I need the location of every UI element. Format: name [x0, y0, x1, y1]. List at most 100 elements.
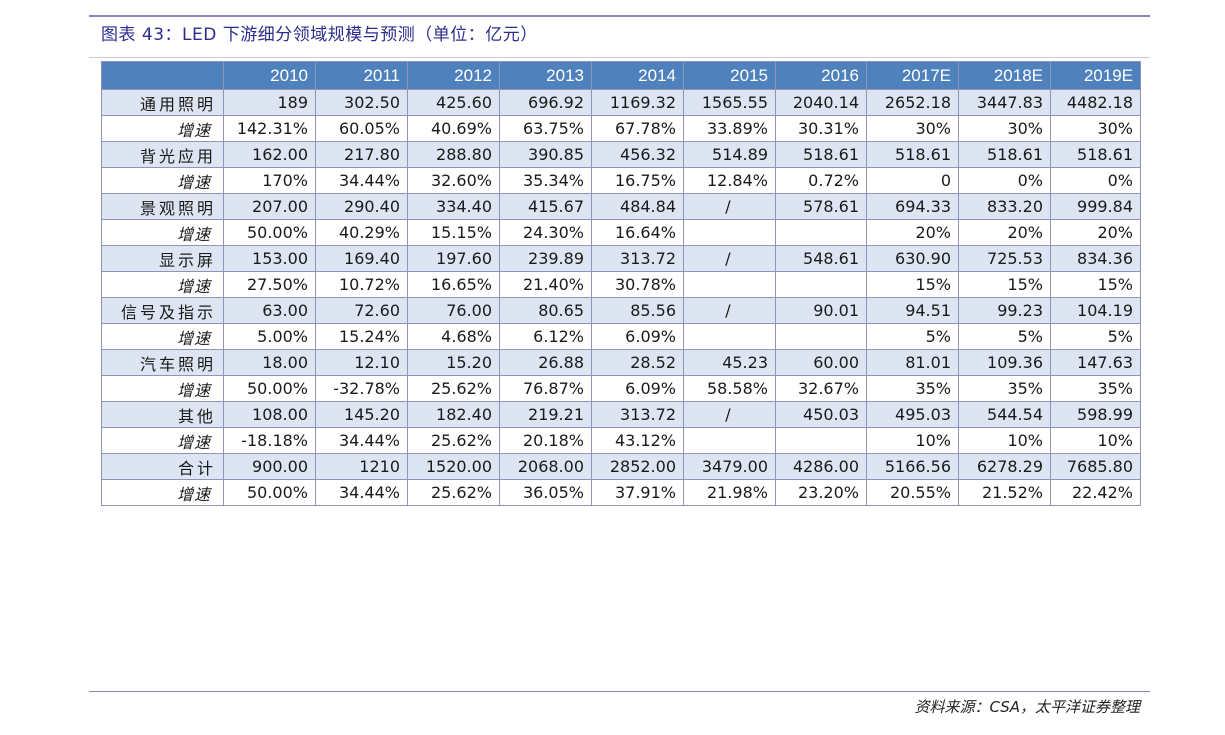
table-cell: 35% — [1050, 375, 1141, 402]
table-cell: 0% — [958, 167, 1051, 194]
table-cell: 20.18% — [499, 427, 592, 454]
table-cell: 518.61 — [866, 141, 959, 168]
table-cell: 109.36 — [958, 349, 1051, 376]
growth-row: 增速 50.00% 34.44% 25.62% 36.05% 37.91% 21.98% 23… — [101, 479, 1141, 506]
table-cell: 4.68% — [407, 323, 500, 350]
table-cell: 12.84% — [683, 167, 776, 194]
table-cell: 514.89 — [683, 141, 776, 168]
table-cell — [775, 271, 867, 298]
table-cell: 456.32 — [591, 141, 684, 168]
table-cell: 33.89% — [683, 115, 776, 142]
table-cell — [683, 219, 776, 246]
table-cell: 4482.18 — [1050, 89, 1141, 116]
table-cell: 450.03 — [775, 401, 867, 428]
table-cell: 45.23 — [683, 349, 776, 376]
table-cell: / — [683, 245, 776, 272]
table-cell: 50.00% — [223, 375, 316, 402]
table-cell: 598.99 — [1050, 401, 1141, 428]
table-cell: 16.75% — [591, 167, 684, 194]
growth-row: 增速 142.31% 60.05% 40.69% 63.75% 67.78% 33.89% 3… — [101, 115, 1141, 142]
table-cell: 15% — [866, 271, 959, 298]
table-row: 汽车照明 18.00 12.10 15.20 26.88 28.52 45.23 60.00 8… — [101, 349, 1141, 376]
table-cell: 833.20 — [958, 193, 1051, 220]
title-rule — [89, 57, 1150, 58]
table-cell — [683, 323, 776, 350]
table-cell — [775, 219, 867, 246]
column-header: 2013 — [499, 61, 592, 90]
table-cell: 108.00 — [223, 401, 316, 428]
table-cell: 5% — [1050, 323, 1141, 350]
table-cell: 35% — [958, 375, 1051, 402]
table-cell: 3479.00 — [683, 453, 776, 480]
column-header: 2011 — [315, 61, 408, 90]
table-cell: 30.78% — [591, 271, 684, 298]
table-cell: 10.72% — [315, 271, 408, 298]
table-cell: 6.12% — [499, 323, 592, 350]
source-note: 资料来源：CSA，太平洋证券整理 — [914, 698, 1140, 716]
table-row: 通用照明 189 302.50 425.60 696.92 1169.32 1565.55 2… — [101, 89, 1141, 116]
table-cell: 15% — [958, 271, 1051, 298]
table-cell: 60.05% — [315, 115, 408, 142]
table-cell: 696.92 — [499, 89, 592, 116]
table-row: 背光应用 162.00 217.80 288.80 390.85 456.32 514.89… — [101, 141, 1141, 168]
table-cell: 153.00 — [223, 245, 316, 272]
table-cell: 162.00 — [223, 141, 316, 168]
growth-row: 增速 -18.18% 34.44% 25.62% 20.18% 43.12% 10% 10% 1… — [101, 427, 1141, 454]
table-cell: 4286.00 — [775, 453, 867, 480]
row-label: 增速 — [101, 479, 224, 506]
table-cell: 15.24% — [315, 323, 408, 350]
table-cell: 76.00 — [407, 297, 500, 324]
table-cell: 630.90 — [866, 245, 959, 272]
table-cell: 76.87% — [499, 375, 592, 402]
table-cell: 313.72 — [591, 245, 684, 272]
table-cell: 999.84 — [1050, 193, 1141, 220]
table-cell: 28.52 — [591, 349, 684, 376]
table-row: 信号及指示 63.00 72.60 76.00 80.65 85.56/90.01 94.5… — [101, 297, 1141, 324]
table-cell: 30% — [958, 115, 1051, 142]
table-cell: 1169.32 — [591, 89, 684, 116]
table-cell: 1565.55 — [683, 89, 776, 116]
table-cell: 67.78% — [591, 115, 684, 142]
table-cell: 20% — [1050, 219, 1141, 246]
table-cell: 197.60 — [407, 245, 500, 272]
table-cell: 35% — [866, 375, 959, 402]
growth-row: 增速 27.50% 10.72% 16.65% 21.40% 30.78% 15% 15% 15… — [101, 271, 1141, 298]
table-cell: 18.00 — [223, 349, 316, 376]
column-header: 2016 — [775, 61, 867, 90]
table-cell: 10% — [1050, 427, 1141, 454]
table-cell: 15.15% — [407, 219, 500, 246]
table-cell — [775, 427, 867, 454]
table-cell: 3447.83 — [958, 89, 1051, 116]
table-row: 显示屏 153.00 169.40 197.60 239.89 313.72/548.61… — [101, 245, 1141, 272]
table-cell: / — [683, 297, 776, 324]
table-cell: 99.23 — [958, 297, 1051, 324]
table-cell: -18.18% — [223, 427, 316, 454]
column-header: 2010 — [223, 61, 316, 90]
table-cell: 2852.00 — [591, 453, 684, 480]
table-row: 景观照明 207.00 290.40 334.40 415.67 484.84/578.6… — [101, 193, 1141, 220]
table-cell: 302.50 — [315, 89, 408, 116]
table-cell: 219.21 — [499, 401, 592, 428]
table-cell: 6.09% — [591, 323, 684, 350]
row-label: 汽车照明 — [101, 349, 224, 376]
table-cell: 72.60 — [315, 297, 408, 324]
table-cell: 518.61 — [958, 141, 1051, 168]
table-cell: 94.51 — [866, 297, 959, 324]
table-cell: 32.60% — [407, 167, 500, 194]
table-cell: 0% — [1050, 167, 1141, 194]
table-cell: 390.85 — [499, 141, 592, 168]
growth-row: 增速 170% 34.44% 32.60% 35.34% 16.75% 12.84% 0.72… — [101, 167, 1141, 194]
table-cell: 27.50% — [223, 271, 316, 298]
table-cell: 30.31% — [775, 115, 867, 142]
table-cell: 544.54 — [958, 401, 1051, 428]
table-cell: 40.29% — [315, 219, 408, 246]
table-cell: 6.09% — [591, 375, 684, 402]
table-cell: 518.61 — [775, 141, 867, 168]
data-table: 2010 2011 2012 2013 2014 2015 2016 2017E 2018E 20… — [101, 61, 1141, 506]
table-cell: 10% — [958, 427, 1051, 454]
table-cell: 147.63 — [1050, 349, 1141, 376]
table-cell: 548.61 — [775, 245, 867, 272]
table-cell: 63.00 — [223, 297, 316, 324]
table-cell: 26.88 — [499, 349, 592, 376]
figure-title: 图表 43：LED 下游细分领域规模与预测（单位：亿元） — [101, 25, 538, 45]
